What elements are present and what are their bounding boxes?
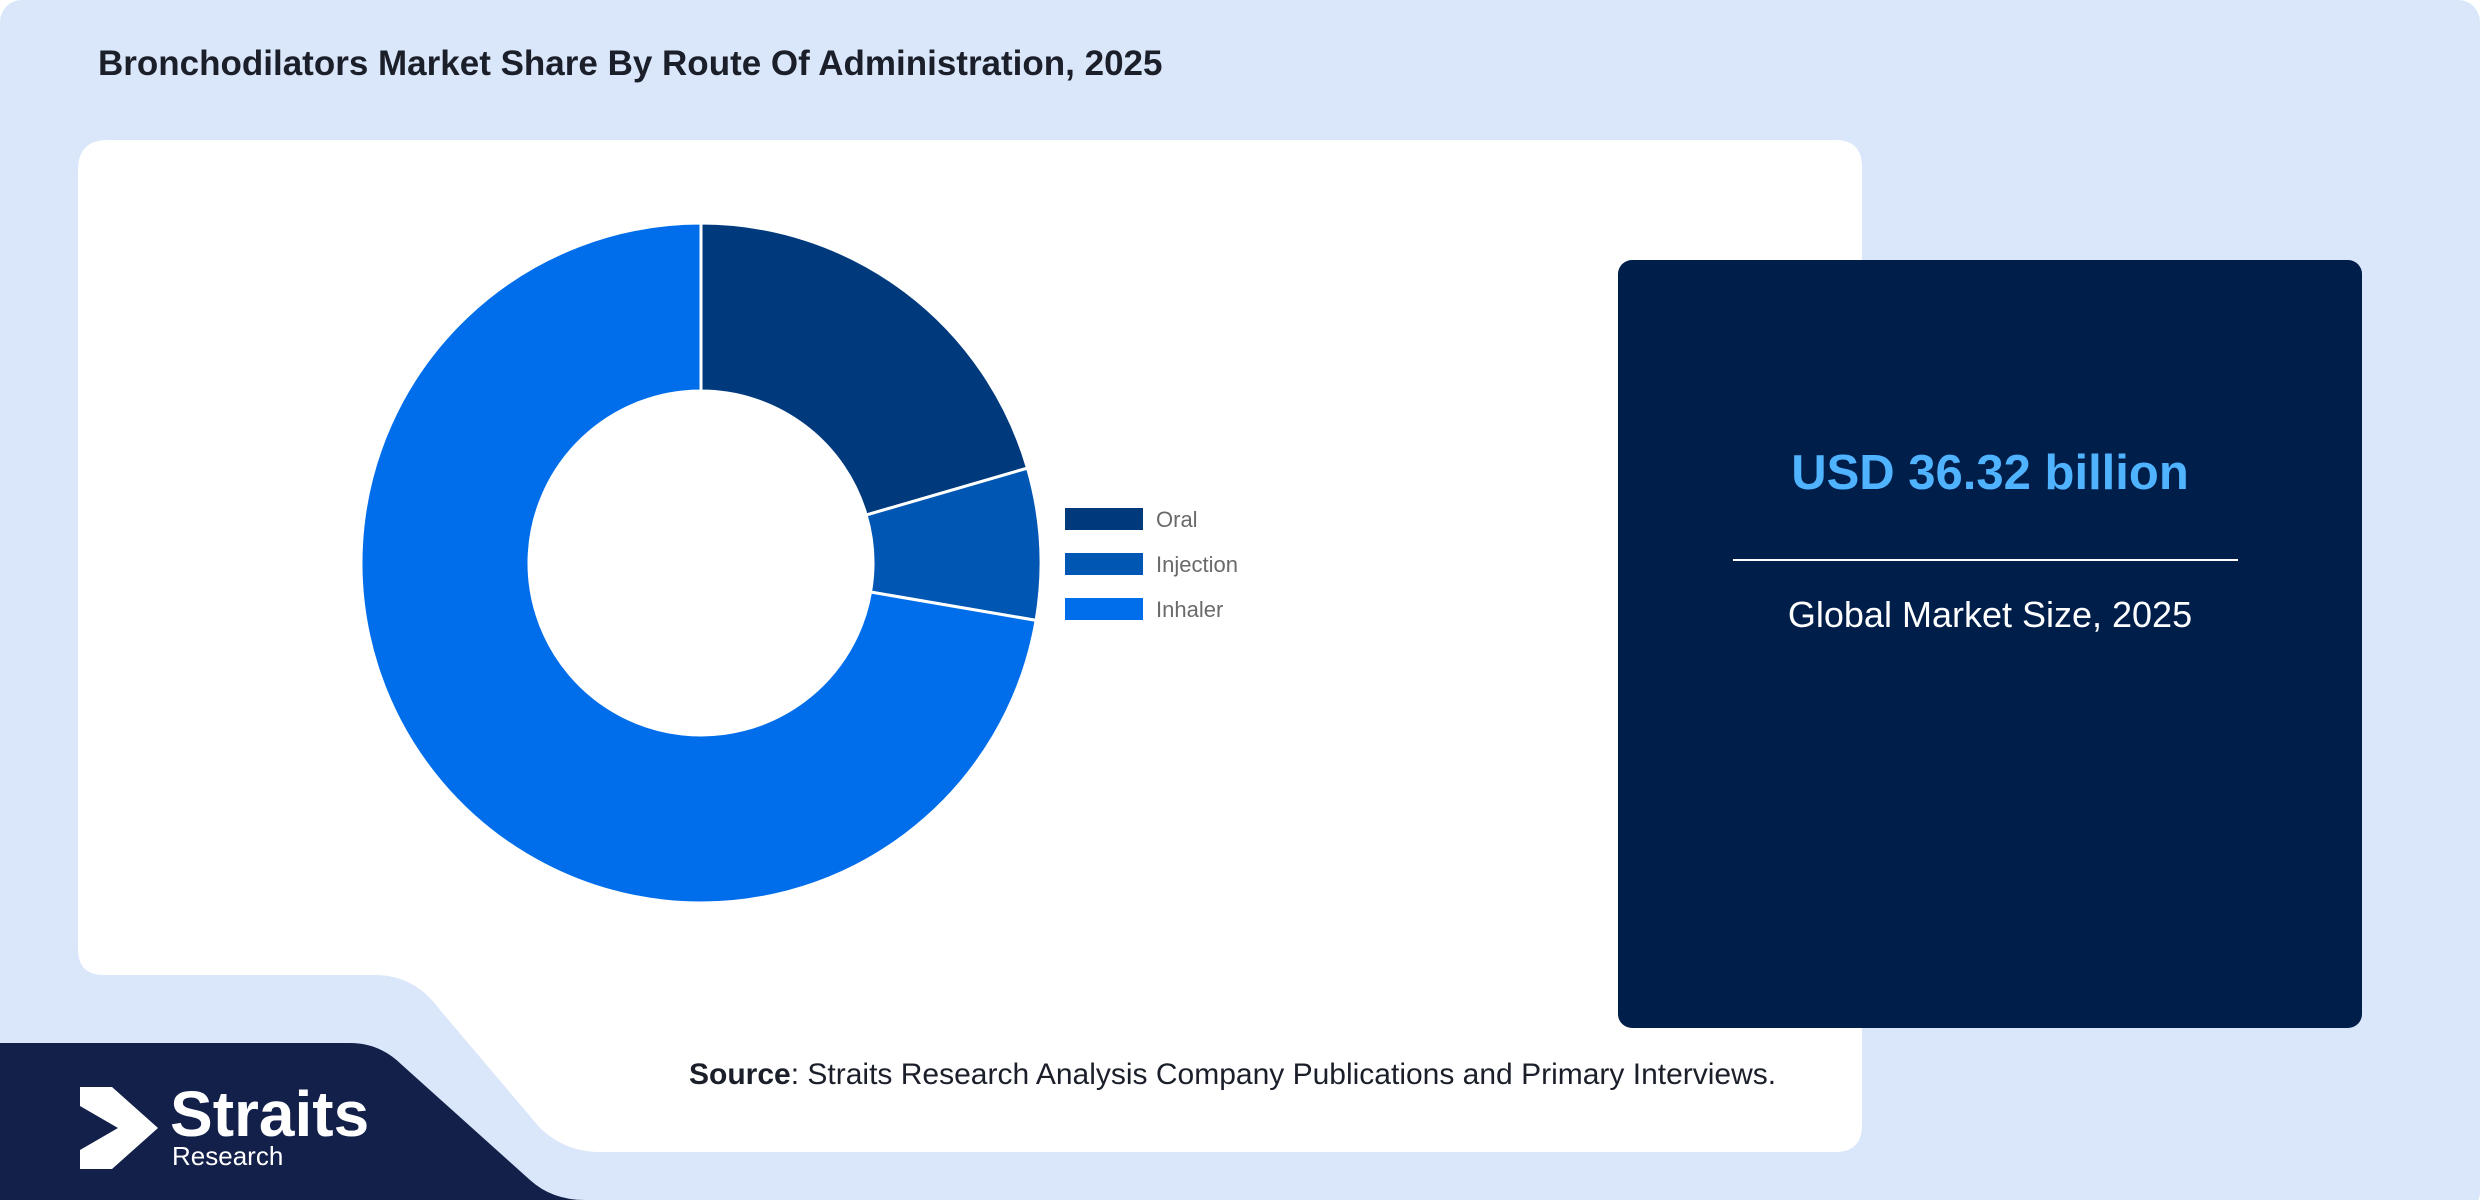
market-size-value: USD 36.32 billion: [1791, 446, 2189, 500]
legend-swatch-oral: [1065, 508, 1143, 530]
brand-subtitle: Research: [172, 1141, 284, 1171]
market-size-caption: Global Market Size, 2025: [1787, 594, 2193, 635]
source-label: Source: [689, 1058, 791, 1091]
chart-legend: Oral Injection Inhaler: [1065, 507, 1238, 622]
market-size-card: USD 36.32 billion Global Market Size, 20…: [1618, 260, 2362, 1028]
brand-name: Straits: [170, 1078, 370, 1150]
donut-slice-inhaler: [359, 221, 1038, 905]
source-text: : Straits Research Analysis Company Publ…: [790, 1058, 1777, 1091]
source-note: Source: Straits Research Analysis Compan…: [689, 1058, 1776, 1092]
donut-slices: [359, 221, 1043, 905]
legend-swatch-inhaler: [1065, 598, 1143, 620]
page-title: Bronchodilators Market Share By Route Of…: [98, 44, 1163, 83]
donut-slice-oral: [699, 221, 1030, 517]
legend-swatch-injection: [1065, 553, 1143, 575]
legend-label-injection: Injection: [1156, 552, 1238, 577]
legend-label-oral: Oral: [1156, 507, 1198, 532]
legend-label-inhaler: Inhaler: [1156, 597, 1223, 622]
stat-divider: [1733, 559, 2238, 561]
